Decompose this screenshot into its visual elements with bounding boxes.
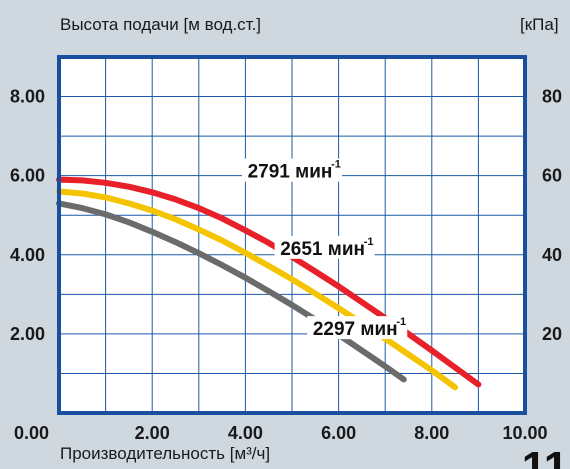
series-label-bg-0 (242, 158, 342, 182)
x-tick-label: 10.00 (502, 423, 547, 443)
series-label-bg-2 (307, 316, 408, 340)
series-label-0: 2791 мин (248, 162, 333, 183)
y-tick-label: 8.00 (10, 87, 45, 107)
series-lines (56, 176, 482, 391)
y-axis-title: Высота подачи [м вод.ст.] (60, 15, 261, 34)
plot-frame (57, 55, 527, 415)
x-tick-label: 4.00 (228, 423, 263, 443)
series-label-sup-2: -1 (396, 316, 406, 328)
plot-border (57, 55, 527, 415)
y2-tick-label: 40 (542, 245, 562, 265)
series-label-sup-0: -1 (331, 159, 341, 171)
x-tick-label: 0.00 (14, 423, 49, 443)
y2-tick-label: 80 (542, 87, 562, 107)
y-tick-label: 2.00 (10, 324, 45, 344)
y2-tick-label: 20 (542, 324, 562, 344)
y-tick-labels: 2.00 4.00 6.00 8.00 (10, 87, 45, 344)
x-axis-title: Производительность [м³/ч] (60, 444, 270, 463)
y2-tick-labels: 20 40 60 80 (542, 87, 562, 344)
page-number: 11 (522, 443, 569, 469)
series-label-sup-1: -1 (364, 236, 374, 248)
x-tick-label: 6.00 (321, 423, 356, 443)
series-line-1 (56, 188, 459, 391)
series-label-1: 2651 мин (280, 239, 365, 260)
y-tick-label: 4.00 (10, 245, 45, 265)
x-tick-label: 2.00 (135, 423, 170, 443)
x-tick-labels: 0.00 2.00 4.00 6.00 8.00 10.00 (14, 423, 548, 443)
y2-tick-label: 60 (542, 166, 562, 186)
series-line-2 (56, 200, 407, 383)
y-tick-label: 6.00 (10, 166, 45, 186)
series-line-0 (56, 176, 482, 388)
series-label-2: 2297 мин (313, 319, 398, 340)
series-label-bg-1 (274, 235, 375, 259)
y2-axis-title: [кПа] (520, 15, 559, 34)
x-tick-label: 8.00 (414, 423, 449, 443)
